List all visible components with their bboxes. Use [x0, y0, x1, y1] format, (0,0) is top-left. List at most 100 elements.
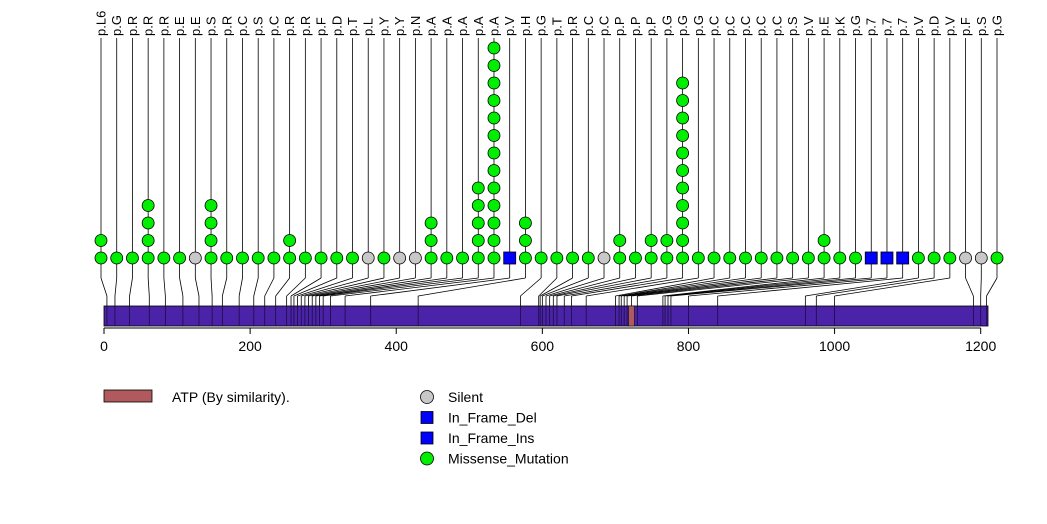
connector-line — [345, 277, 495, 297]
mutation-label: p.R — [125, 16, 140, 36]
connector-line — [520, 277, 542, 297]
mutation-label: p.G — [534, 15, 549, 36]
connector-line — [621, 277, 746, 297]
mutation-label: p.S — [785, 16, 800, 36]
connector-line — [163, 277, 166, 297]
connector-line — [319, 277, 447, 297]
mutation-marker — [786, 251, 800, 265]
mutation-marker — [471, 216, 485, 230]
mutation-label: p.E — [188, 16, 203, 36]
mutation-marker — [754, 251, 768, 265]
mutation-marker — [597, 251, 611, 265]
mutation-marker — [361, 251, 375, 265]
connector-line — [275, 277, 290, 297]
mutation-marker — [880, 251, 894, 265]
legend: ATP (By similarity). Silent In_Frame_Del In… — [103, 389, 569, 467]
mutation-marker — [471, 234, 485, 247]
mutation-label: p.L6 — [94, 11, 109, 36]
connector-line — [264, 277, 275, 297]
x-axis: 0 200 400 600 800 1000 1200 — [100, 327, 996, 354]
mutation-label: p.E — [817, 16, 832, 36]
mutation-label: p.C — [235, 16, 250, 36]
mutation-marker — [676, 94, 690, 107]
connector-line — [688, 277, 888, 297]
mutation-label: p.R — [282, 16, 297, 36]
mutation-marker — [629, 251, 642, 265]
mutation-label: p.T — [345, 17, 360, 36]
connector-line — [221, 277, 228, 297]
mutation-marker — [424, 234, 438, 247]
connector-line — [301, 277, 369, 297]
connector-line — [330, 277, 479, 297]
mutation-marker — [990, 251, 1004, 265]
mutation-label: p.R — [565, 16, 580, 36]
connector-line — [618, 277, 730, 297]
mutation-marker — [110, 251, 124, 265]
connector-line — [539, 277, 573, 297]
mutation-marker — [503, 251, 517, 265]
axis-tick-label: 0 — [100, 338, 108, 354]
mutation-marker — [440, 251, 454, 265]
mutation-label: p.G — [109, 15, 124, 36]
mutation-marker — [676, 164, 690, 177]
mutation-label: p.A — [439, 16, 454, 36]
connector-line — [624, 277, 762, 297]
domain-atp — [628, 305, 635, 327]
mutation-marker — [408, 251, 422, 265]
legend-marker — [420, 431, 434, 445]
axis-tick-label: 800 — [677, 338, 701, 354]
mutation-label: p.G — [990, 15, 1005, 36]
connector-line — [556, 277, 652, 297]
mutation-label: p.C — [266, 16, 281, 36]
legend-label: Missense_Mutation — [448, 451, 569, 467]
mutation-marker — [613, 251, 627, 265]
mutation-marker — [817, 251, 831, 265]
connector-line — [293, 277, 337, 297]
axis-tick-label: 1000 — [819, 338, 850, 354]
axis-tick-label: 400 — [385, 338, 409, 354]
legend-marker — [420, 411, 434, 424]
connector-line — [662, 277, 825, 297]
mutation-label: p.E — [172, 16, 187, 36]
mutation-marker — [644, 251, 658, 265]
mutation-marker — [613, 234, 627, 247]
mutation-marker — [676, 129, 690, 142]
mutation-marker — [927, 251, 941, 265]
mutation-label: p.C — [754, 16, 769, 36]
mutation-marker — [770, 251, 784, 265]
mutation-label: p.Y — [392, 16, 407, 36]
connector-line — [553, 277, 636, 297]
legend-label: In_Frame_Ins — [448, 430, 534, 446]
connector-line — [834, 277, 950, 297]
connector-line — [631, 277, 793, 297]
mutation-marker — [141, 251, 155, 265]
mutation-marker — [487, 129, 501, 142]
mutation-marker — [188, 251, 202, 265]
mutation-marker — [204, 199, 218, 212]
mutation-marker — [283, 251, 297, 265]
mutation-marker — [330, 251, 344, 265]
mutation-label: p.F — [314, 17, 329, 36]
mutation-label: p.7 — [864, 18, 879, 36]
connector-line — [210, 277, 213, 297]
mutation-marker — [817, 234, 831, 247]
mutation-marker — [566, 251, 579, 265]
mutation-marker — [849, 251, 862, 265]
mutation-labels: p.L6 p.G p.R p.R p.R p.E p.E p.S p.R p.C p.S p.C p.R… — [94, 11, 1005, 36]
mutation-marker — [676, 234, 690, 247]
mutation-label: p.K — [832, 16, 847, 36]
mutation-marker — [896, 251, 910, 265]
connector-line — [586, 277, 699, 297]
mutation-marker — [723, 251, 737, 265]
mutation-label: p.S — [251, 16, 266, 36]
mutation-label: p.R — [141, 16, 156, 36]
mutation-marker — [298, 251, 312, 265]
mutation-marker — [550, 251, 564, 265]
mutation-label: p.H — [518, 16, 533, 36]
connector-line — [194, 277, 200, 297]
mutation-marker — [314, 251, 328, 265]
mutation-marker — [487, 76, 501, 90]
mutation-marker — [456, 251, 469, 265]
mutation-label: p.G — [848, 15, 863, 36]
mutation-marker — [644, 234, 658, 247]
